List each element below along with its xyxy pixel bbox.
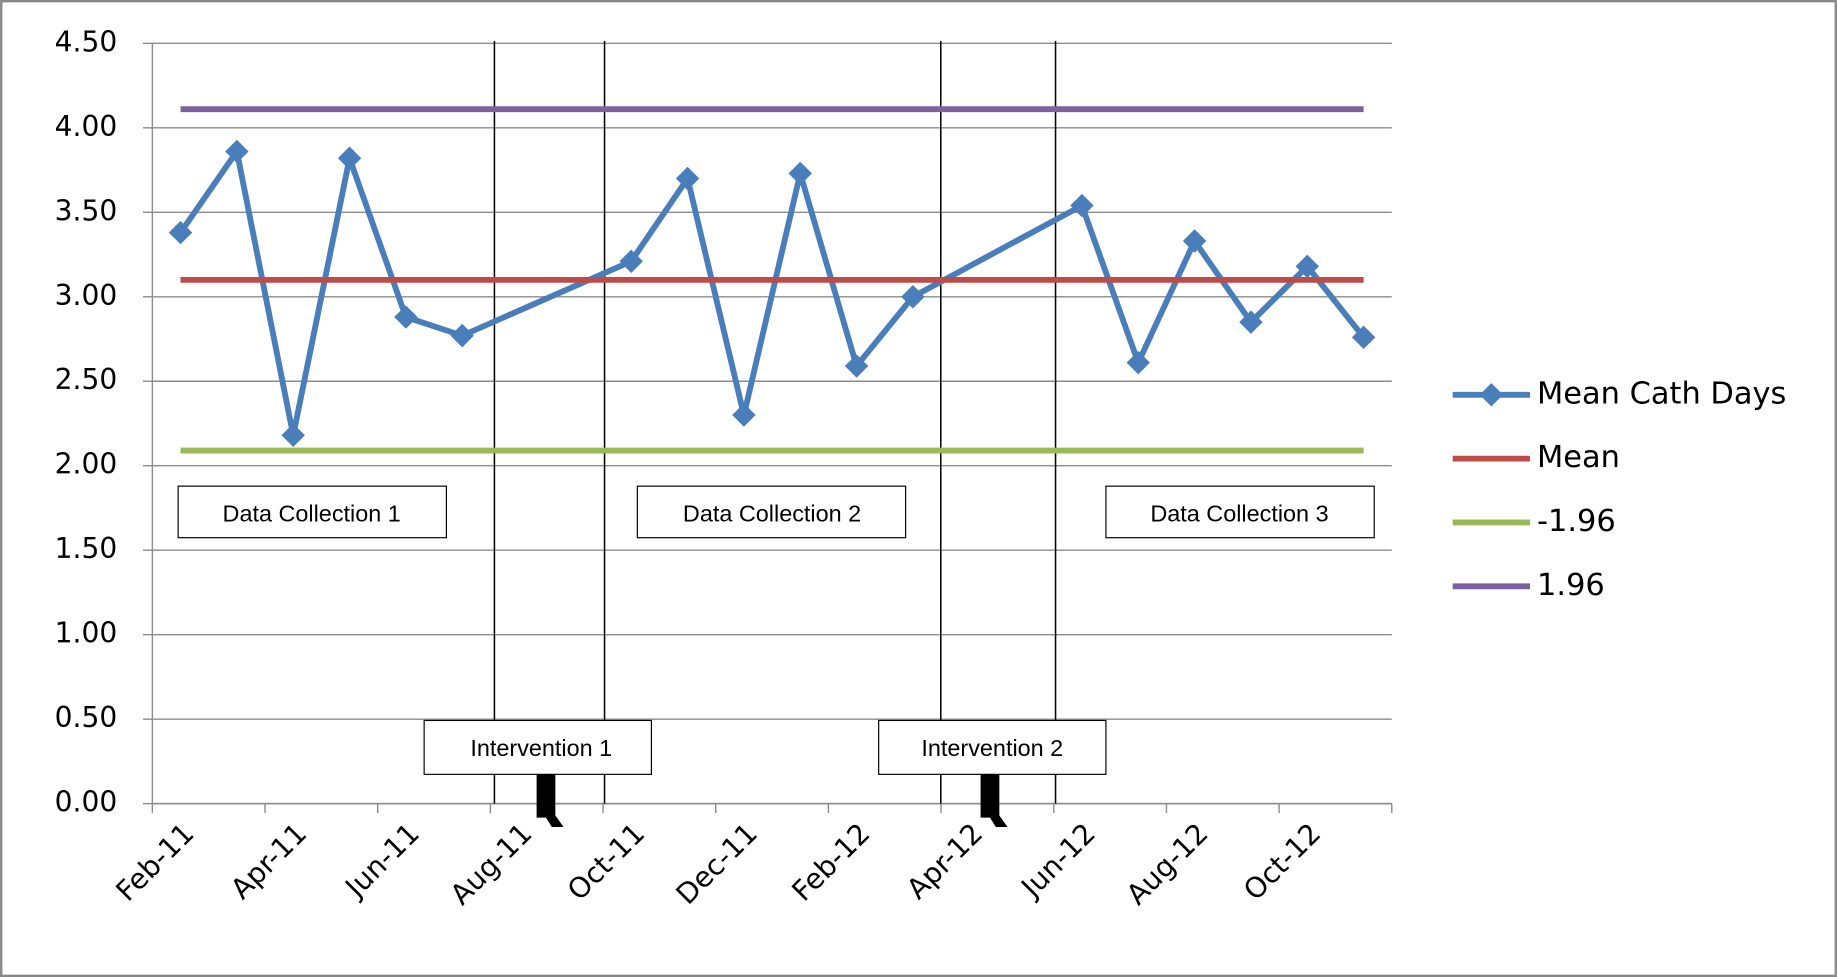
annotation-box (423, 719, 652, 775)
annotation-box (878, 719, 1107, 775)
point (901, 285, 925, 309)
point (225, 139, 249, 164)
y-tick-label: 1.50 (55, 532, 118, 565)
y-tick-label: 4.00 (55, 110, 118, 143)
point (732, 403, 756, 427)
y-tick-label: 2.00 (55, 448, 118, 481)
arrow (980, 774, 1008, 828)
legend: Mean Cath Days Mean -1.96 1.96 (1452, 376, 1786, 603)
point (675, 166, 700, 191)
point (337, 146, 362, 170)
legend-marker (1479, 383, 1504, 407)
annotation: Intervention 1 (470, 735, 612, 761)
point (788, 161, 812, 186)
point (1126, 350, 1150, 375)
y-tick-label: 3.00 (55, 279, 118, 312)
arrow (536, 774, 564, 828)
legend-label: 1.96 (1537, 568, 1605, 603)
legend-label: -1.96 (1537, 504, 1616, 539)
annotation: Intervention 2 (921, 735, 1063, 761)
legend-label: Mean (1537, 440, 1620, 475)
annotation: Data Collection 1 (223, 501, 401, 527)
point (1351, 325, 1376, 350)
y-tick-label: 0.50 (55, 701, 118, 734)
phase-lines (493, 41, 1057, 804)
annotation: Data Collection 2 (683, 501, 861, 527)
y-tick-label: 2.50 (55, 363, 118, 396)
legend-label: Mean Cath Days (1537, 376, 1786, 411)
annotation: Data Collection 3 (1150, 501, 1328, 527)
point (1182, 229, 1207, 253)
series-line (178, 148, 1366, 439)
y-tick-label: 1.00 (55, 617, 118, 650)
point (168, 220, 193, 245)
plot (168, 106, 1376, 454)
annotation-box (1105, 485, 1375, 539)
point (1070, 193, 1094, 218)
annotation-box (636, 485, 907, 539)
y-tick-label: 0.00 (55, 786, 118, 819)
y-tick-label: 4.50 (55, 25, 118, 58)
y-tick-label: 3.50 (55, 194, 118, 227)
annotations: Data Collection 1 Data Collection 2 Data… (177, 485, 1375, 828)
annotation-box (177, 485, 447, 539)
